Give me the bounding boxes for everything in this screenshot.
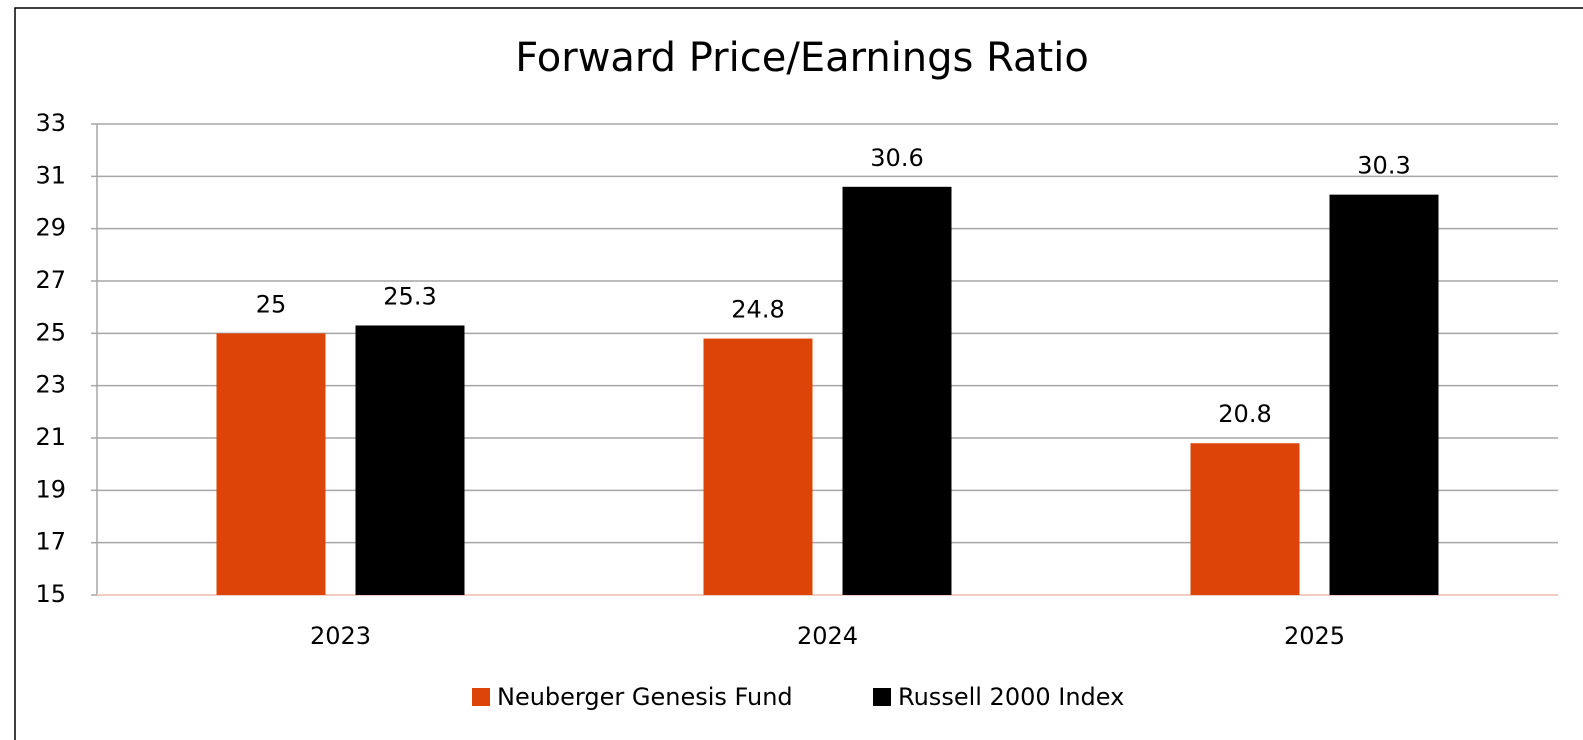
- y-tick-label: 19: [35, 475, 66, 503]
- y-tick-label: 33: [35, 109, 66, 137]
- bar: [842, 186, 952, 596]
- bar: [1190, 443, 1300, 595]
- data-label: 24.8: [731, 296, 784, 324]
- y-tick-label: 17: [35, 528, 66, 556]
- x-tick-label: 2025: [1284, 622, 1345, 650]
- y-tick-label: 21: [35, 423, 66, 451]
- bar: [1329, 194, 1439, 595]
- y-tick-label: 27: [35, 266, 66, 294]
- bar: [216, 333, 326, 595]
- y-tick-label: 29: [35, 214, 66, 242]
- data-label: 30.3: [1357, 152, 1410, 180]
- data-label: 25.3: [383, 282, 436, 310]
- bar: [703, 338, 813, 595]
- data-label: 30.6: [870, 144, 923, 172]
- data-label: 25: [256, 290, 287, 318]
- y-tick-label: 31: [35, 161, 66, 189]
- legend-label: Russell 2000 Index: [898, 683, 1124, 711]
- bar: [355, 325, 465, 595]
- legend-swatch: [472, 688, 490, 706]
- x-tick-label: 2023: [310, 622, 371, 650]
- legend-label: Neuberger Genesis Fund: [497, 683, 793, 711]
- chart-title: Forward Price/Earnings Ratio: [515, 35, 1089, 81]
- data-label: 20.8: [1218, 400, 1271, 428]
- legend-swatch: [873, 688, 891, 706]
- y-tick-label: 25: [35, 318, 66, 346]
- y-tick-label: 23: [35, 371, 66, 399]
- y-tick-label: 15: [35, 580, 66, 608]
- x-tick-label: 2024: [797, 622, 858, 650]
